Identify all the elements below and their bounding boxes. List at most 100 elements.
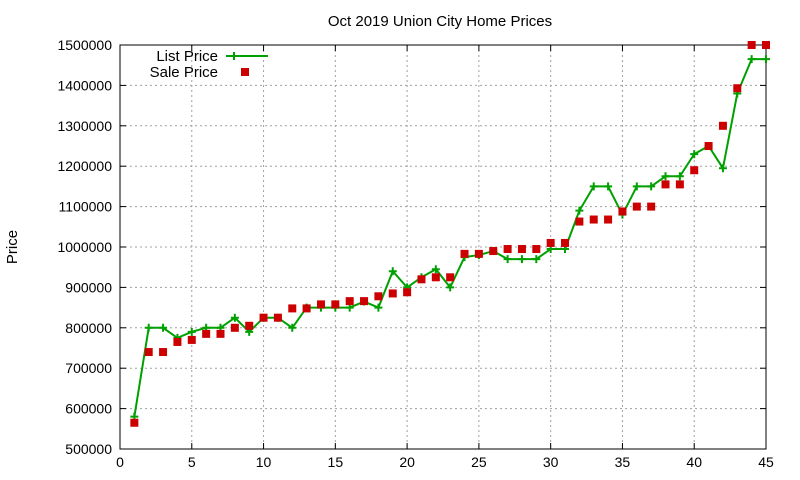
data-point — [718, 121, 727, 130]
data-point — [159, 348, 168, 357]
data-point — [431, 265, 440, 274]
data-point — [259, 313, 268, 322]
y-tick-label: 1400000 — [57, 77, 112, 93]
data-point — [718, 164, 727, 173]
data-point — [144, 323, 153, 332]
data-point — [360, 297, 369, 306]
data-point — [202, 329, 211, 338]
data-point — [589, 182, 598, 191]
data-point — [230, 313, 239, 322]
data-point — [489, 247, 498, 256]
x-tick-label: 0 — [116, 454, 124, 470]
x-tick-label: 15 — [328, 454, 344, 470]
data-point — [762, 55, 770, 64]
data-point — [460, 249, 469, 258]
data-point — [690, 166, 699, 175]
data-point — [532, 245, 541, 254]
legend-marker-list-price — [230, 52, 238, 60]
legend-marker-sale-price — [241, 68, 249, 76]
data-point — [431, 273, 440, 282]
data-point — [632, 182, 641, 191]
data-point — [661, 180, 670, 189]
y-tick-label: 900000 — [65, 279, 112, 295]
x-tick-label: 25 — [471, 454, 487, 470]
y-tick-label: 1100000 — [59, 199, 113, 215]
series-sale-price — [130, 41, 770, 427]
x-tick-label: 30 — [543, 454, 559, 470]
data-point — [661, 172, 670, 181]
data-point — [747, 55, 756, 64]
data-point — [374, 303, 383, 312]
data-point — [762, 41, 770, 49]
y-tick-label: 800000 — [65, 320, 112, 336]
y-tick-label: 1200000 — [57, 158, 112, 174]
grid — [120, 45, 766, 449]
data-point — [273, 313, 282, 322]
data-point — [618, 207, 627, 216]
data-point — [159, 323, 168, 332]
x-tick-label: 40 — [686, 454, 702, 470]
data-point — [704, 142, 713, 150]
series-list-price — [130, 55, 770, 421]
data-point — [187, 335, 196, 344]
y-tick-label: 700000 — [65, 360, 112, 376]
y-tick-label: 1000000 — [57, 239, 112, 255]
y-tick-label: 500000 — [65, 441, 112, 457]
data-point — [589, 215, 598, 224]
data-point — [302, 304, 311, 313]
data-point — [747, 41, 756, 49]
data-point — [604, 215, 613, 224]
data-point — [345, 297, 354, 306]
data-point — [144, 348, 153, 357]
data-point — [446, 273, 455, 282]
chart-title: Oct 2019 Union City Home Prices — [328, 13, 552, 30]
data-point — [288, 323, 297, 332]
x-tick-label: 45 — [758, 454, 774, 470]
data-point — [575, 217, 584, 226]
data-point — [575, 206, 584, 215]
y-tick-label: 1500000 — [57, 37, 112, 53]
legend-label-list-price: List Price — [156, 48, 218, 65]
data-point — [245, 321, 254, 330]
data-point — [388, 289, 397, 298]
data-point — [604, 182, 613, 191]
y-tick-label: 600000 — [65, 401, 112, 417]
data-point — [388, 267, 397, 276]
legend-label-sale-price: Sale Price — [150, 64, 218, 81]
data-point — [647, 182, 656, 191]
data-point — [417, 275, 426, 284]
data-point — [632, 202, 641, 211]
data-point — [503, 255, 512, 264]
x-tick-label: 20 — [399, 454, 415, 470]
data-point — [331, 300, 340, 309]
data-point — [403, 288, 412, 297]
data-point — [316, 300, 325, 309]
x-tick-label: 35 — [615, 454, 631, 470]
data-point — [503, 245, 512, 254]
data-point — [187, 327, 196, 336]
data-point — [675, 172, 684, 181]
data-point — [230, 323, 239, 332]
y-tick-label: 1300000 — [57, 118, 112, 134]
data-point — [733, 84, 742, 93]
data-point — [374, 292, 383, 301]
y-axis-label: Price — [4, 230, 21, 264]
x-tick-label: 5 — [188, 454, 196, 470]
data-point — [546, 238, 555, 247]
data-point — [647, 202, 656, 211]
data-point — [532, 255, 541, 264]
series-line — [133, 58, 766, 417]
data-point — [675, 180, 684, 189]
data-point — [517, 245, 526, 254]
data-point — [690, 150, 699, 159]
x-tick-label: 10 — [256, 454, 272, 470]
data-point — [561, 238, 570, 247]
axis-ticks: 0 5 10 15 20 25 30 35 40 45 500000 600000 700000 8000… — [57, 37, 774, 470]
data-point — [288, 304, 297, 313]
data-point — [130, 418, 139, 427]
data-point — [216, 329, 225, 338]
series — [130, 41, 770, 427]
data-point — [173, 337, 182, 346]
data-point — [474, 249, 483, 258]
